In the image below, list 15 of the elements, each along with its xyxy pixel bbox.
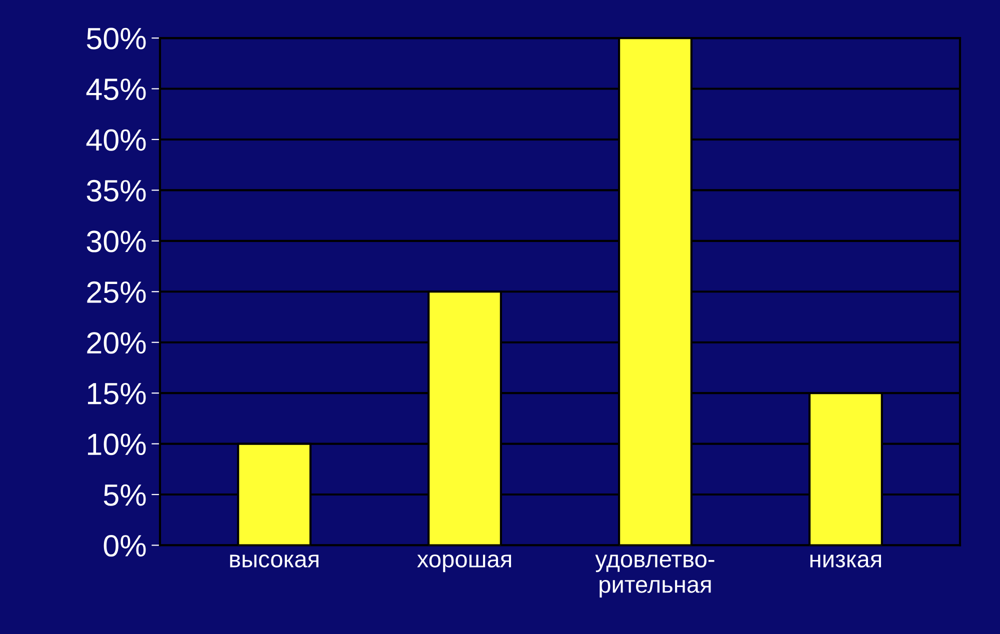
y-tick-label: 25%	[87, 281, 146, 304]
x-tick-label: хорошая	[417, 554, 512, 572]
y-tick-label: 5%	[104, 484, 146, 506]
y-tick-label: 15%	[88, 382, 146, 404]
y-tick-label: 40%	[86, 129, 146, 151]
y-tick-label: 20%	[87, 332, 146, 354]
y-tick-label: 50%	[86, 28, 146, 50]
x-tick-label: удовлетво- рительная	[595, 554, 714, 598]
y-tick-label: 0%	[104, 534, 146, 557]
y-tick-label: 10%	[88, 434, 146, 456]
x-tick-label: низкая	[810, 554, 881, 568]
x-tick-label: высокая	[230, 554, 318, 568]
y-tick-label: 35%	[86, 180, 146, 202]
y-tick-label: 30%	[86, 230, 146, 252]
y-tick-label: 45%	[86, 78, 146, 100]
